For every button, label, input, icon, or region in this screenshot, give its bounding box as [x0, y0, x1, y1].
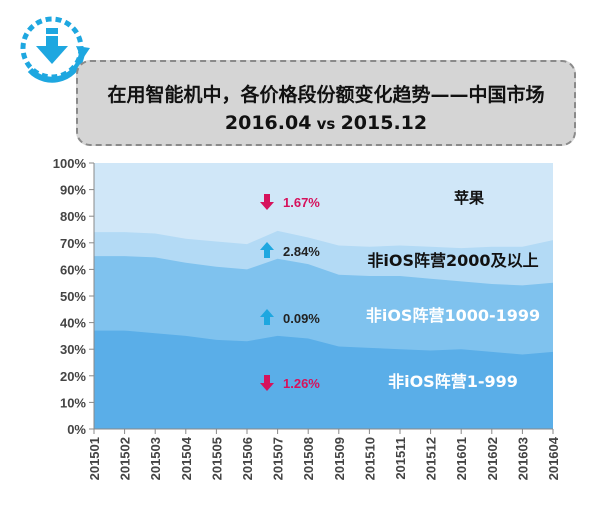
annotation-label: 1.67% — [283, 195, 320, 210]
x-tick-label: 201502 — [118, 437, 133, 480]
x-tick-label: 201601 — [454, 437, 469, 480]
y-tick-label: 60% — [60, 262, 86, 277]
x-tick-label: 201602 — [485, 437, 500, 480]
arrow-up-icon — [260, 242, 274, 258]
y-tick-label: 80% — [60, 209, 86, 224]
x-tick-label: 201504 — [179, 436, 194, 480]
arrow-up-icon — [260, 309, 274, 325]
chart-subtitle: 2016.04 vs 2015.12 — [78, 112, 574, 134]
y-tick-label: 100% — [53, 156, 87, 171]
x-tick-label: 201511 — [393, 437, 408, 480]
arrow-down-icon — [260, 375, 274, 391]
x-tick-label: 201508 — [301, 437, 316, 480]
annotation-label: 1.26% — [283, 376, 320, 391]
y-tick-label: 90% — [60, 183, 86, 198]
y-tick-label: 40% — [60, 316, 86, 331]
y-tick-label: 30% — [60, 342, 86, 357]
y-tick-label: 50% — [60, 289, 86, 304]
x-tick-label: 201512 — [424, 437, 439, 480]
subtitle-date-a: 2016.04 — [224, 112, 312, 134]
x-tick-label: 201503 — [148, 437, 163, 480]
subtitle-vs: vs — [311, 115, 341, 133]
title-box: 在用智能机中，各价格段份额变化趋势——中国市场 2016.04 vs 2015.… — [76, 60, 576, 146]
y-tick-label: 0% — [67, 422, 86, 437]
y-tick-label: 70% — [60, 236, 86, 251]
arc-stroke — [27, 51, 85, 83]
x-tick-label: 201510 — [362, 437, 377, 480]
subtitle-date-b: 2015.12 — [340, 112, 428, 134]
x-tick-label: 201604 — [546, 436, 561, 480]
x-tick-label: 201505 — [209, 437, 224, 480]
series-label-segment_1000_1999: 非iOS阵营1000-1999 — [366, 306, 540, 325]
x-tick-label: 201507 — [271, 437, 286, 480]
chart-title: 在用智能机中，各价格段份额变化趋势——中国市场 — [107, 84, 545, 106]
area-segment_1_999 — [94, 330, 553, 429]
y-tick-label: 20% — [60, 369, 86, 384]
arrow-down-icon — [260, 194, 274, 210]
x-tick-label: 201603 — [515, 437, 530, 480]
x-tick-label: 201509 — [332, 437, 347, 480]
annotation-label: 0.09% — [283, 311, 320, 326]
series-label-segment_1_999: 非iOS阵营1-999 — [388, 372, 518, 391]
x-tick-label: 201501 — [87, 437, 102, 480]
annotation-label: 2.84% — [283, 244, 320, 259]
y-tick-label: 10% — [60, 395, 86, 410]
series-label-apple: 苹果 — [454, 189, 485, 207]
arc-arrowhead — [76, 46, 90, 60]
series-label-segment_2000_plus: 非iOS阵营2000及以上 — [367, 251, 538, 270]
download-refresh-icon — [20, 16, 90, 83]
x-tick-label: 201506 — [240, 437, 255, 480]
